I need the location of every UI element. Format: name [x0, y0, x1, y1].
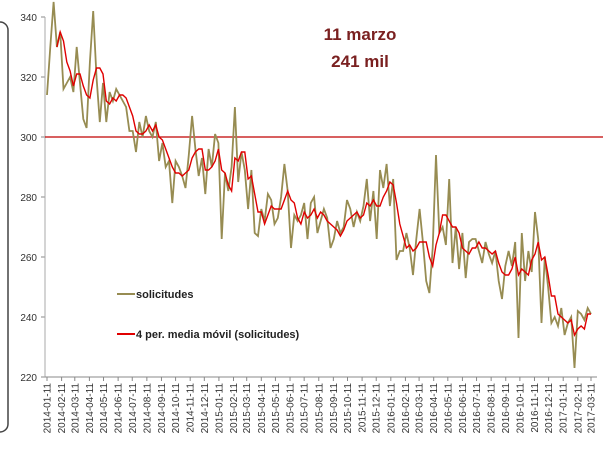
- series-line: [56, 29, 591, 337]
- x-tick-label: 2015-09-11: [329, 383, 340, 434]
- x-tick-label: 2016-07-11: [472, 383, 483, 434]
- x-tick-label: 2014-12-11: [200, 383, 211, 434]
- x-tick-label: 2015-07-11: [300, 383, 311, 434]
- x-tick-label: 2016-05-11: [443, 383, 454, 434]
- y-tick-label: 220: [20, 373, 37, 384]
- x-tick-label: 2015-08-11: [314, 383, 325, 434]
- x-tick-label: 2015-12-11: [372, 383, 383, 434]
- x-tick-label: 2014-07-11: [128, 383, 139, 434]
- x-tick-label: 2016-11-11: [530, 383, 541, 433]
- x-tick-label: 2016-06-11: [458, 383, 469, 434]
- x-tick-label: 2014-06-11: [114, 383, 125, 434]
- annotation: 11 marzo: [324, 25, 397, 44]
- x-tick-label: 2016-10-11: [515, 383, 526, 434]
- y-tick-label: 260: [20, 253, 37, 264]
- x-tick-label: 2015-02-11: [229, 383, 240, 434]
- x-tick-label: 2015-05-11: [271, 383, 282, 434]
- x-tick-label: 2014-08-11: [142, 383, 153, 434]
- annotation: 241 mil: [331, 52, 389, 71]
- x-tick-label: 2016-12-11: [544, 383, 555, 434]
- panel-edge: [0, 21, 9, 433]
- y-tick-label: 240: [20, 313, 37, 324]
- x-tick-label: 2015-01-11: [214, 383, 225, 434]
- y-tick-label: 340: [20, 13, 37, 24]
- x-tick-label: 2015-06-11: [286, 383, 297, 434]
- y-tick-label: 320: [20, 73, 37, 84]
- x-tick-label: 2014-01-11: [43, 383, 54, 434]
- x-tick-label: 2014-02-11: [57, 383, 68, 434]
- x-tick-label: 2016-09-11: [501, 383, 512, 434]
- y-tick-label: 300: [20, 133, 37, 144]
- x-tick-label: 2014-09-11: [157, 383, 168, 434]
- x-tick-label: 2015-04-11: [257, 383, 268, 434]
- x-tick-label: 2014-10-11: [171, 383, 182, 434]
- x-tick-label: 2014-05-11: [99, 383, 110, 434]
- x-tick-label: 2015-03-11: [242, 383, 253, 434]
- x-tick-label: 2015-10-11: [343, 383, 354, 434]
- y-tick-label: 280: [20, 193, 37, 204]
- x-tick-label: 2016-04-11: [429, 383, 440, 434]
- x-tick-label: 2016-08-11: [487, 383, 498, 434]
- x-tick-label: 2014-04-11: [85, 383, 96, 434]
- x-tick-label: 2017-03-11: [587, 383, 598, 434]
- series-line: [46, 1, 592, 369]
- x-tick-label: 2016-01-11: [386, 383, 397, 434]
- x-tick-label: 2015-11-11: [358, 383, 369, 433]
- x-tick-label: 2016-02-11: [401, 383, 412, 434]
- x-tick-label: 2014-11-11: [186, 383, 197, 433]
- legend-label: solicitudes: [136, 289, 193, 301]
- legend-label: 4 per. media móvil (solicitudes): [136, 329, 300, 341]
- x-tick-label: 2017-01-11: [559, 383, 570, 434]
- x-tick-label: 2016-03-11: [415, 383, 426, 434]
- x-tick-label: 2017-02-11: [573, 383, 584, 434]
- x-tick-label: 2014-03-11: [70, 383, 81, 434]
